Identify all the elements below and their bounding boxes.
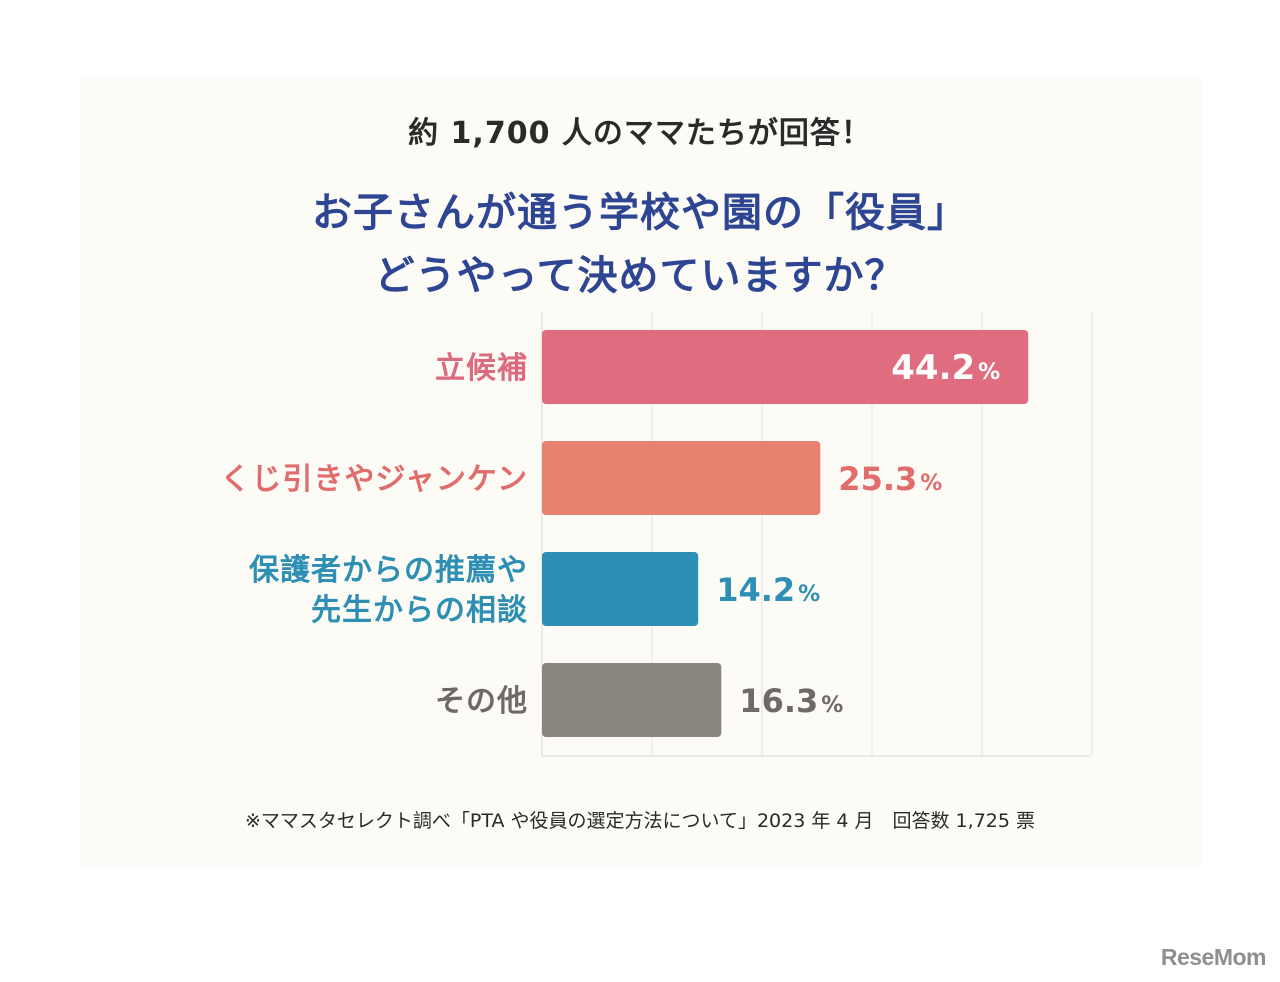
bar xyxy=(542,552,699,626)
value-label: 44.2% xyxy=(891,348,1000,388)
chart-title-line2: どうやって決めていますか？ xyxy=(374,253,906,299)
value-label: 16.3% xyxy=(739,682,843,720)
category-label: 立候補 xyxy=(435,351,528,386)
bar xyxy=(542,441,821,515)
footnote: ※ママスタセレクト調べ「PTA や役員の選定方法について」2023 年 4 月 … xyxy=(244,810,1035,832)
chart-subtitle: 約 1,700 人のママたちが回答！ xyxy=(408,116,872,151)
chart-title-line1: お子さんが通う学校や園の「役員」 xyxy=(312,190,968,236)
category-label: くじ引きやジャンケン xyxy=(220,462,528,497)
resemom-logo: ReseMom xyxy=(1160,944,1267,970)
bar xyxy=(542,663,722,737)
category-label: 先生からの相談 xyxy=(311,593,528,628)
value-label: 14.2% xyxy=(716,571,820,609)
value-label: 25.3% xyxy=(838,460,942,498)
category-label: その他 xyxy=(435,684,528,719)
category-label: 保護者からの推薦や xyxy=(249,553,528,588)
bar xyxy=(542,330,1029,404)
